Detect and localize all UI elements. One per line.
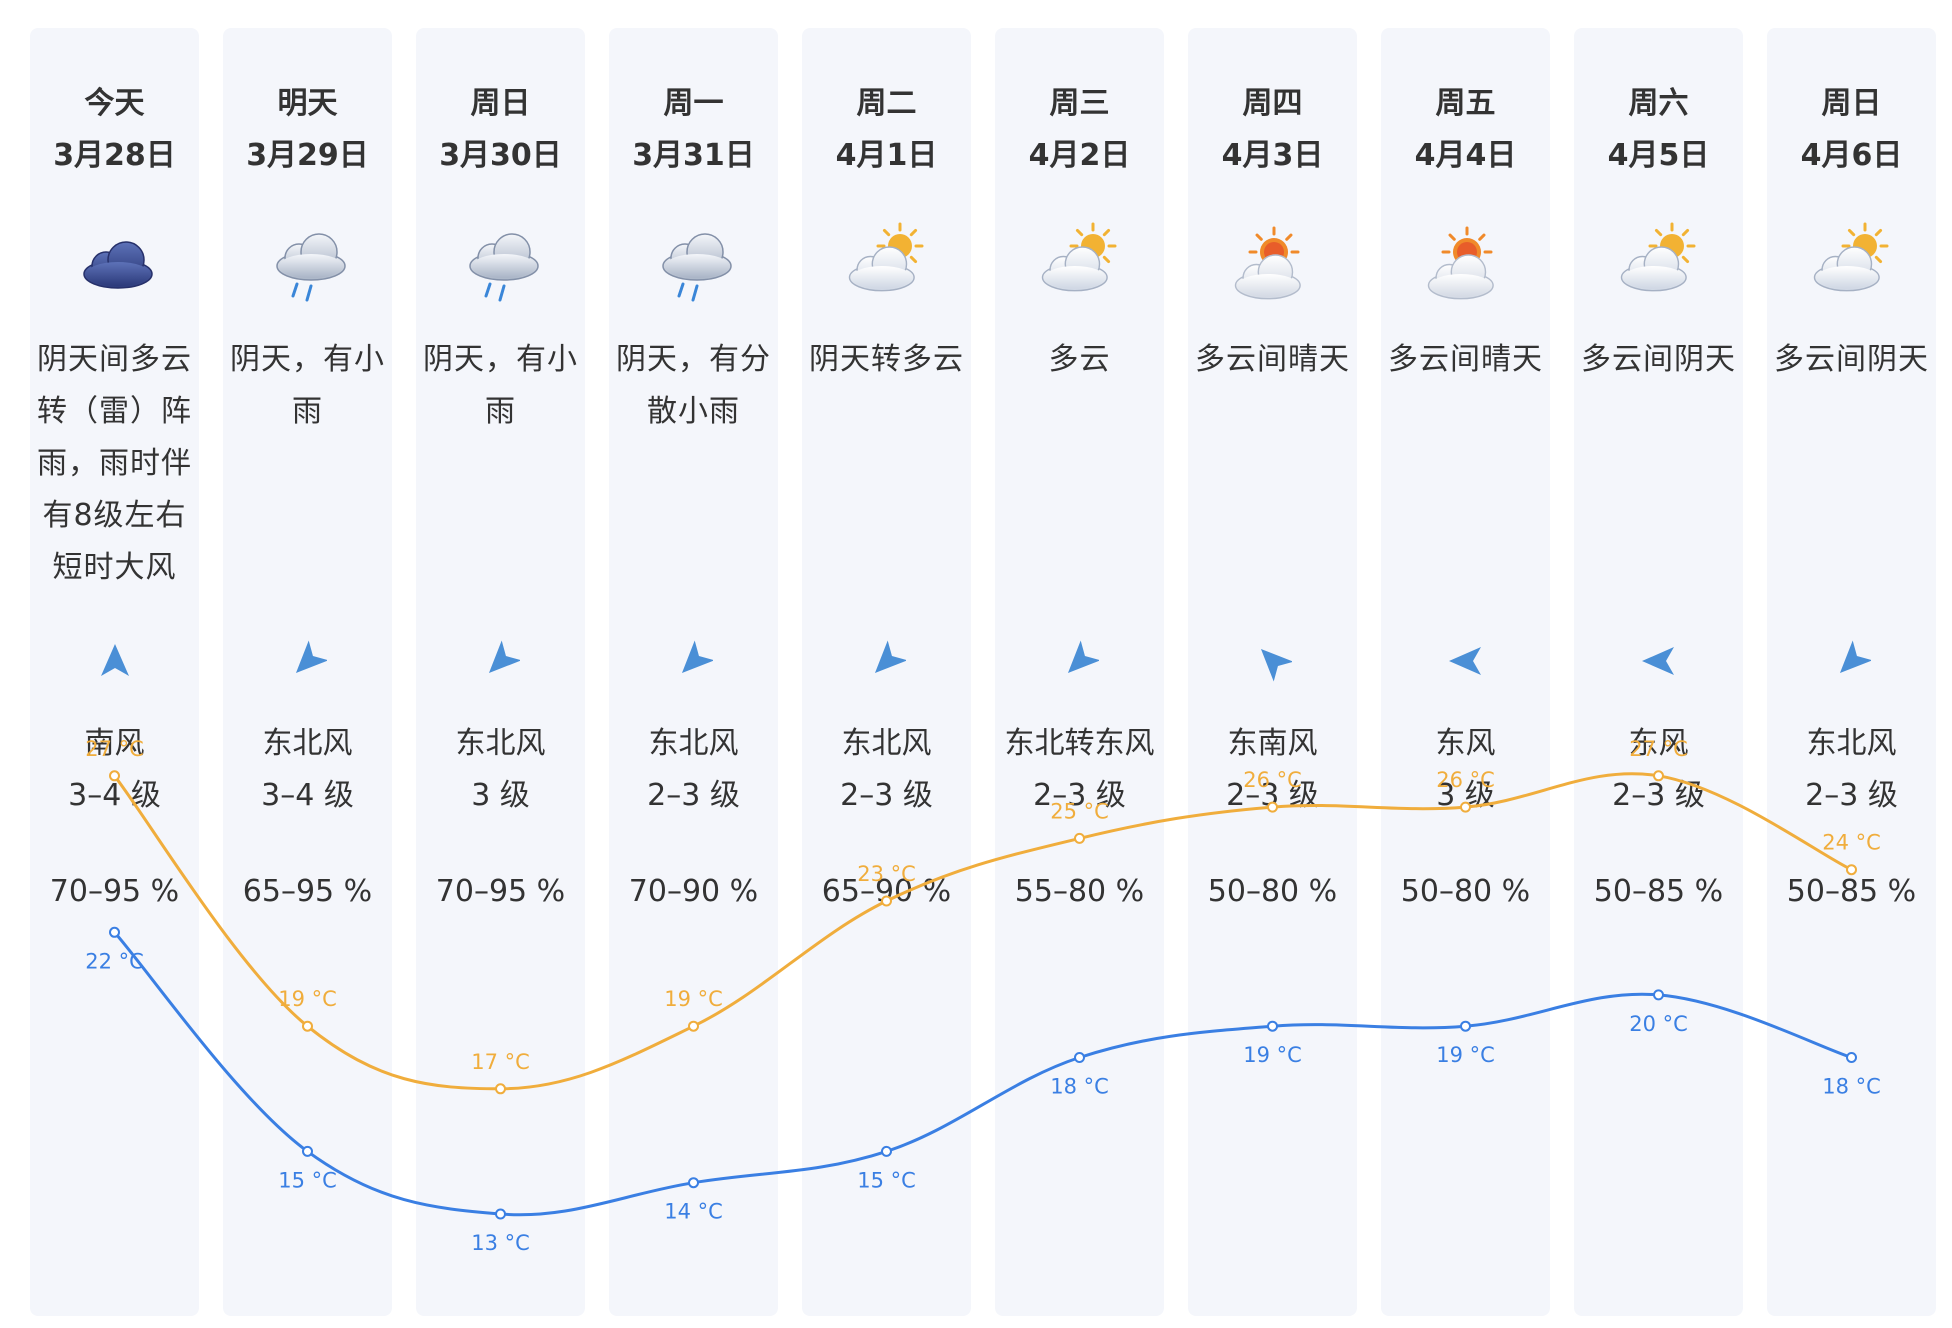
weather-description: 阴天间多云转（雷）阵雨，雨时伴有8级左右短时大风 bbox=[37, 342, 192, 585]
day-column[interactable]: 周日 3月30日 阴天，有小雨 东北风 3 级 70–95 % bbox=[416, 28, 585, 1316]
wind-direction: 南风 bbox=[84, 726, 145, 761]
overcast-cloud-icon bbox=[83, 241, 153, 289]
wind-direction: 东北风 bbox=[455, 726, 546, 761]
day-column[interactable]: 周三 4月2日 多云 东北转东风 2–3 级 55–80 % bbox=[995, 28, 1164, 1316]
light-rain-icon bbox=[662, 233, 732, 302]
humidity-range: 55–80 % bbox=[1014, 874, 1145, 909]
date-label: 4月2日 bbox=[1028, 138, 1131, 173]
date-label: 4月3日 bbox=[1221, 138, 1324, 173]
date-label: 4月1日 bbox=[835, 138, 938, 173]
date-label: 3月31日 bbox=[632, 138, 755, 173]
wind-level: 3–4 级 bbox=[261, 778, 354, 813]
humidity-range: 70–95 % bbox=[435, 874, 566, 909]
wind-direction: 东风 bbox=[1435, 726, 1496, 761]
partly-cloudy-icon bbox=[1620, 222, 1696, 292]
wind-direction: 东北风 bbox=[841, 726, 932, 761]
forecast-grid: 今天 3月28日 阴天间多云转（雷）阵雨，雨时伴有8级左右短时大风 南风 3–4… bbox=[30, 28, 1952, 1316]
partly-cloudy-icon bbox=[848, 222, 924, 292]
wind-level: 2–3 级 bbox=[1805, 778, 1898, 813]
sun-cloud-icon bbox=[1234, 226, 1301, 300]
humidity-range: 65–90 % bbox=[821, 874, 952, 909]
weather-description: 多云间晴天 bbox=[1388, 342, 1543, 377]
partly-cloudy-icon bbox=[1041, 222, 1117, 292]
light-rain-icon bbox=[276, 233, 346, 302]
humidity-range: 65–95 % bbox=[242, 874, 373, 909]
day-column[interactable]: 周四 4月3日 多云间晴天 东南风 2–3 级 50–80 % bbox=[1188, 28, 1357, 1316]
day-column[interactable]: 明天 3月29日 阴天，有小雨 东北风 3–4 级 65–95 % bbox=[223, 28, 392, 1316]
day-column[interactable]: 周日 4月6日 多云间阴天 东北风 2–3 级 50–85 % bbox=[1767, 28, 1936, 1316]
weather-description: 阴天，有小雨 bbox=[423, 342, 578, 429]
weather-description: 多云间晴天 bbox=[1195, 342, 1350, 377]
humidity-range: 70–95 % bbox=[49, 874, 180, 909]
day-label: 周五 bbox=[1435, 86, 1496, 121]
humidity-range: 50–85 % bbox=[1786, 874, 1917, 909]
humidity-range: 50–80 % bbox=[1207, 874, 1338, 909]
wind-direction: 东北风 bbox=[648, 726, 739, 761]
day-label: 周二 bbox=[856, 86, 917, 121]
wind-arrow-northeast-icon bbox=[874, 640, 906, 674]
day-label: 周一 bbox=[663, 86, 724, 121]
humidity-range: 50–85 % bbox=[1593, 874, 1724, 909]
wind-level: 2–3 级 bbox=[840, 778, 933, 813]
day-label: 周三 bbox=[1049, 86, 1110, 121]
light-rain-icon bbox=[469, 233, 539, 302]
wind-direction: 东北转东风 bbox=[1004, 726, 1155, 761]
humidity-range: 50–80 % bbox=[1400, 874, 1531, 909]
weather-description: 阴天转多云 bbox=[809, 342, 964, 377]
day-label: 明天 bbox=[277, 86, 338, 121]
wind-arrow-northeast-icon bbox=[1839, 640, 1871, 674]
date-label: 4月4日 bbox=[1414, 138, 1517, 173]
wind-level: 2–3 级 bbox=[1226, 778, 1319, 813]
wind-arrow-northeast-icon bbox=[488, 640, 520, 674]
date-label: 3月29日 bbox=[246, 138, 369, 173]
sun-cloud-icon bbox=[1427, 226, 1494, 300]
day-label: 周六 bbox=[1628, 86, 1689, 121]
day-column[interactable]: 今天 3月28日 阴天间多云转（雷）阵雨，雨时伴有8级左右短时大风 南风 3–4… bbox=[30, 28, 199, 1316]
date-label: 4月6日 bbox=[1800, 138, 1903, 173]
wind-arrow-south-icon bbox=[101, 644, 129, 676]
day-label: 今天 bbox=[84, 86, 145, 121]
wind-level: 3–4 级 bbox=[68, 778, 161, 813]
day-column[interactable]: 周一 3月31日 阴天，有分散小雨 东北风 2–3 级 70–90 % bbox=[609, 28, 778, 1316]
humidity-range: 70–90 % bbox=[628, 874, 759, 909]
wind-level: 3 级 bbox=[1436, 778, 1495, 813]
weather-description: 多云间阴天 bbox=[1581, 342, 1736, 377]
wind-level: 2–3 级 bbox=[1612, 778, 1705, 813]
day-label: 周四 bbox=[1242, 86, 1303, 121]
wind-direction: 东北风 bbox=[1806, 726, 1897, 761]
wind-arrow-east-icon bbox=[1449, 647, 1481, 675]
weather-description: 阴天，有分散小雨 bbox=[616, 342, 771, 429]
wind-arrow-southeast-icon bbox=[1260, 648, 1292, 682]
wind-direction: 东南风 bbox=[1227, 726, 1318, 761]
wind-arrow-east-icon bbox=[1642, 647, 1674, 675]
wind-arrow-northeast-icon bbox=[681, 640, 713, 674]
wind-arrow-northeast-icon bbox=[295, 640, 327, 674]
date-label: 3月28日 bbox=[53, 138, 176, 173]
weather-description: 多云 bbox=[1048, 342, 1111, 377]
day-label: 周日 bbox=[1821, 86, 1882, 121]
day-column[interactable]: 周二 4月1日 阴天转多云 东北风 2–3 级 65–90 % bbox=[802, 28, 971, 1316]
day-column[interactable]: 周五 4月4日 多云间晴天 东风 3 级 50–80 % bbox=[1381, 28, 1550, 1316]
day-column[interactable]: 周六 4月5日 多云间阴天 东风 2–3 级 50–85 % bbox=[1574, 28, 1743, 1316]
wind-arrow-northeast-icon bbox=[1067, 640, 1099, 674]
wind-direction: 东北风 bbox=[262, 726, 353, 761]
wind-level: 3 级 bbox=[471, 778, 530, 813]
wind-level: 2–3 级 bbox=[1033, 778, 1126, 813]
weather-description: 多云间阴天 bbox=[1774, 342, 1929, 377]
day-label: 周日 bbox=[470, 86, 531, 121]
wind-direction: 东风 bbox=[1628, 726, 1689, 761]
date-label: 4月5日 bbox=[1607, 138, 1710, 173]
wind-level: 2–3 级 bbox=[647, 778, 740, 813]
partly-cloudy-icon bbox=[1813, 222, 1889, 292]
weather-description: 阴天，有小雨 bbox=[230, 342, 385, 429]
date-label: 3月30日 bbox=[439, 138, 562, 173]
